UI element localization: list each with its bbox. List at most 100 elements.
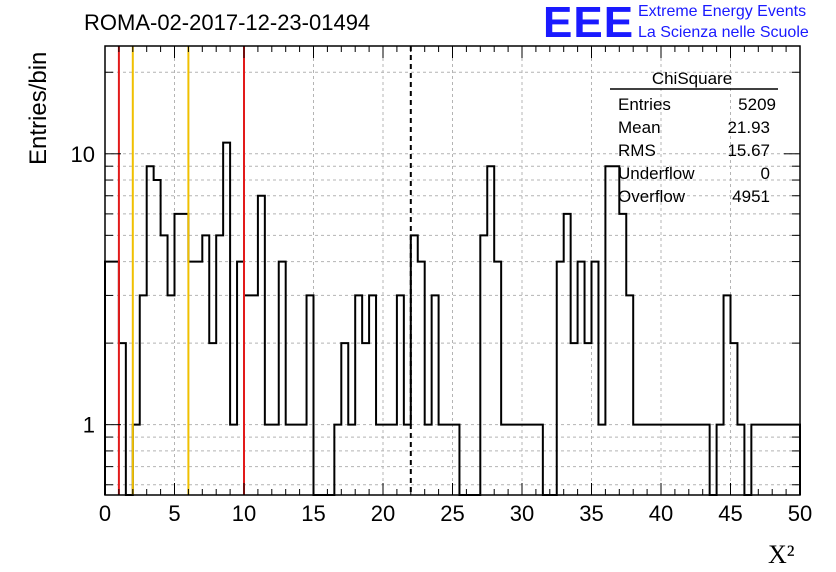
- stat-label-mean: Mean: [618, 118, 661, 137]
- histogram-bin: [731, 343, 738, 495]
- histogram-bin: [758, 425, 765, 495]
- reference-lines: [117, 46, 412, 495]
- histogram-bin: [258, 196, 265, 495]
- stat-label-rms: RMS: [618, 141, 656, 160]
- histogram-bin: [453, 425, 460, 495]
- histogram-bin: [494, 262, 501, 495]
- histogram-bin: [272, 425, 279, 495]
- histogram-bin: [168, 295, 175, 495]
- histogram-bin: [647, 425, 654, 495]
- histogram-bin: [425, 425, 432, 495]
- histogram-bin: [383, 425, 390, 495]
- x-tick-label: 20: [371, 501, 395, 526]
- histogram-bin: [341, 343, 348, 495]
- histogram-bin: [237, 262, 244, 495]
- stat-value-overflow: 4951: [732, 187, 770, 206]
- histogram-bin: [515, 425, 522, 495]
- histogram-bin: [654, 425, 661, 495]
- logo-caption-line1: Extreme Energy Events: [638, 3, 807, 20]
- histogram-bin: [286, 425, 293, 495]
- histogram-bin: [501, 425, 508, 495]
- histogram-bars: [104, 141, 801, 496]
- histogram-bin: [682, 425, 689, 495]
- histogram-bin: [348, 425, 355, 495]
- histogram-bin: [251, 295, 258, 495]
- histogram-bin: [619, 214, 626, 495]
- histogram-bin: [612, 166, 619, 495]
- histogram-bin: [404, 425, 411, 495]
- histogram-bin: [661, 425, 668, 495]
- histogram-bin: [195, 262, 202, 495]
- histogram-bin: [598, 425, 605, 495]
- histogram-bin: [432, 295, 439, 495]
- x-tick-label: 25: [440, 501, 464, 526]
- histogram-bin: [355, 295, 362, 495]
- histogram-bin: [112, 262, 119, 495]
- histogram-bin: [300, 425, 307, 495]
- histogram-bin: [293, 425, 300, 495]
- histogram-bin: [147, 166, 154, 495]
- histogram-bin: [202, 235, 209, 495]
- histogram-bin: [216, 235, 223, 495]
- histogram-bin: [446, 425, 453, 495]
- stat-value-rms: 15.67: [727, 141, 770, 160]
- histogram-bin: [279, 262, 286, 495]
- histogram-bin: [480, 235, 487, 495]
- histogram-bin: [605, 166, 612, 495]
- x-tick-label: 15: [301, 501, 325, 526]
- histogram-bin: [418, 262, 425, 495]
- histogram-bin: [564, 214, 571, 495]
- x-tick-label: 10: [232, 501, 256, 526]
- histogram-bin: [119, 343, 126, 495]
- histogram-bin: [668, 425, 675, 495]
- logo-caption-line2: La Scienza nelle Scuole: [638, 24, 809, 41]
- histogram-bin: [529, 425, 536, 495]
- histogram-bin: [390, 425, 397, 495]
- axes: 0 5 10 15 20 25 30 35 40 45 50 1 10: [71, 45, 812, 526]
- histogram-bin: [175, 214, 182, 495]
- histogram-bin: [696, 425, 703, 495]
- histogram-bin: [717, 425, 724, 495]
- histogram-bin: [724, 295, 731, 495]
- stat-value-underflow: 0: [761, 164, 770, 183]
- histogram-bin: [307, 295, 314, 495]
- histogram-bin: [140, 295, 147, 495]
- histogram-bin: [626, 295, 633, 495]
- histogram-bin: [751, 425, 758, 495]
- chart-title: ROMA-02-2017-12-23-01494: [84, 10, 371, 35]
- histogram-bin: [362, 343, 369, 495]
- histogram-bin: [640, 425, 647, 495]
- stat-value-entries: 5209: [738, 95, 776, 114]
- histogram-bin: [133, 425, 140, 495]
- x-tick-label: 30: [510, 501, 534, 526]
- y-tick-label: 10: [71, 142, 95, 167]
- histogram-bin: [571, 343, 578, 495]
- histogram-bin: [244, 295, 251, 495]
- histogram-bin: [209, 343, 216, 495]
- stat-label-overflow: Overflow: [618, 187, 686, 206]
- histogram-bin: [105, 262, 112, 495]
- histogram-bin: [230, 425, 237, 495]
- histogram-bin: [508, 425, 515, 495]
- histogram-outline: [104, 141, 801, 496]
- histogram-bin: [675, 425, 682, 495]
- histogram-bin: [585, 343, 592, 495]
- histogram-bin: [522, 425, 529, 495]
- stat-label-entries: Entries: [618, 95, 671, 114]
- histogram-bin: [772, 425, 779, 495]
- x-tick-label: 45: [718, 501, 742, 526]
- x-tick-label: 0: [99, 501, 111, 526]
- histogram-bin: [188, 262, 195, 495]
- histogram-bin: [487, 166, 494, 495]
- histogram-bin: [439, 425, 446, 495]
- histogram-bin: [161, 235, 168, 495]
- histogram-bin: [689, 425, 696, 495]
- x-tick-label: 50: [788, 501, 812, 526]
- histogram-bin: [154, 180, 161, 495]
- histogram-bin: [578, 262, 585, 495]
- histogram-bin: [765, 425, 772, 495]
- histogram-bin: [592, 262, 599, 495]
- histogram-bin: [536, 425, 543, 495]
- x-tick-label: 40: [649, 501, 673, 526]
